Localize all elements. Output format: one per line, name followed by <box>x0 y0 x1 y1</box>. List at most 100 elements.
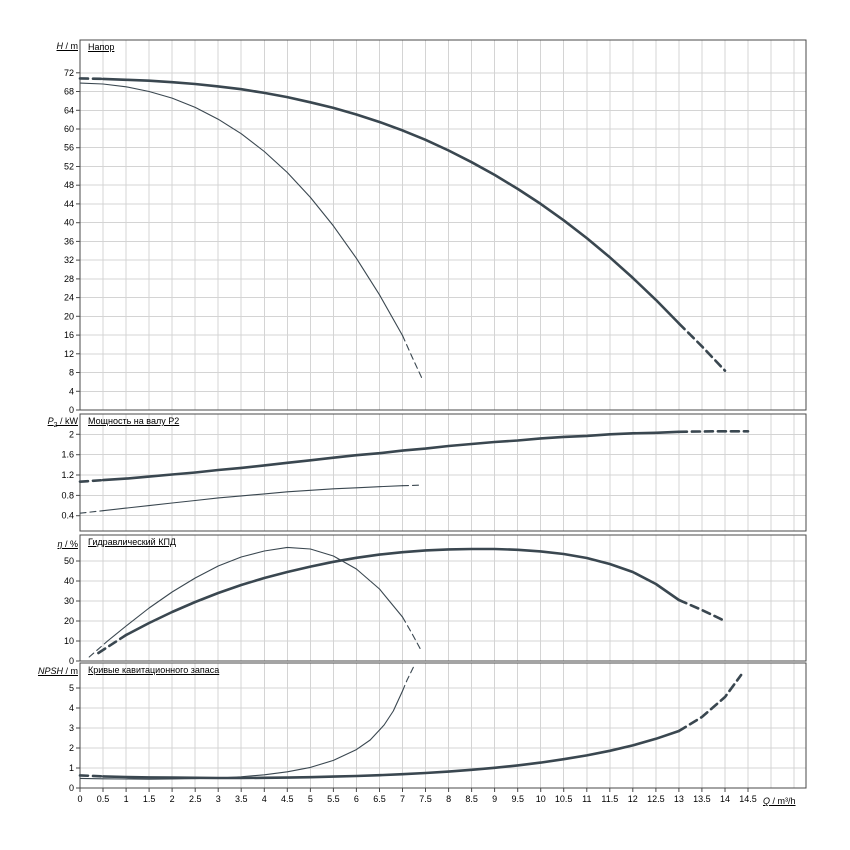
x-tick-label: 6 <box>354 794 359 804</box>
power-curve-main-dash-end <box>677 430 750 434</box>
y-tick-label: 10 <box>64 636 74 646</box>
efficiency-symbol: η <box>57 539 63 549</box>
head-curve-main-dash-start <box>78 77 105 81</box>
y-tick-label: 0.8 <box>61 490 74 500</box>
y-axis-unit-head: H / m <box>57 41 79 56</box>
y-tick-label: 0 <box>69 656 74 666</box>
x-tick-label: 11.5 <box>601 794 618 804</box>
efficiency-curve-main-dash-end <box>677 598 727 623</box>
y-axis-unit-efficiency: η / % <box>57 539 78 554</box>
x-tick-label: 12.5 <box>647 794 665 804</box>
y-tick-label: 3 <box>69 723 74 733</box>
y-tick-label: 16 <box>64 330 74 340</box>
x-tick-label: 10.5 <box>555 794 573 804</box>
power-curve-reduced-dash-start <box>79 510 104 514</box>
x-tick-label: 8 <box>446 794 451 804</box>
power-unit: / kW <box>57 416 78 426</box>
y-tick-label: 40 <box>64 576 74 586</box>
power-curve-reduced <box>102 485 404 512</box>
x-tick-label: 1 <box>124 794 129 804</box>
x-tick-label: 3.5 <box>235 794 248 804</box>
power-symbol: P <box>47 416 54 426</box>
x-tick-label: 1.5 <box>143 794 156 804</box>
efficiency-curve-reduced-dash-end <box>401 616 422 651</box>
npsh-curve-reduced-dash-end <box>401 665 415 692</box>
x-tick-label: 7.5 <box>419 794 432 804</box>
npsh-curve-main-dash-end <box>677 673 743 733</box>
y-tick-label: 4 <box>69 703 74 713</box>
head-curve-reduced <box>79 82 404 337</box>
y-tick-label: 2 <box>69 429 74 439</box>
y-tick-label: 2 <box>69 743 74 753</box>
x-tick-label: 2.5 <box>189 794 202 804</box>
y-tick-label: 48 <box>64 180 74 190</box>
head-unit: / m <box>63 41 79 51</box>
panel-title-npsh: Кривые кавитационного запаса <box>88 665 220 675</box>
y-tick-label: 4 <box>69 386 74 396</box>
npsh-curve-main <box>101 729 681 780</box>
head-curve-main-dash-end <box>677 322 727 372</box>
panel-frame-power <box>79 413 807 532</box>
efficiency-curve-main <box>124 547 681 637</box>
npsh-unit: / m <box>63 666 79 676</box>
x-tick-label: 11 <box>582 794 591 804</box>
x-axis-unit: Q / m³/h <box>763 796 796 806</box>
y-tick-label: 56 <box>64 143 74 153</box>
y-tick-label: 20 <box>64 311 74 321</box>
x-tick-label: 13 <box>674 794 684 804</box>
y-tick-label: 60 <box>64 124 74 134</box>
x-tick-label: 0.5 <box>97 794 110 804</box>
y-tick-label: 1.2 <box>61 470 74 480</box>
x-tick-label: 9 <box>492 794 497 804</box>
x-tick-label: 7 <box>400 794 405 804</box>
y-tick-label: 50 <box>64 556 74 566</box>
x-tick-label: 8.5 <box>465 794 478 804</box>
npsh-curve-main-dash-start <box>78 774 105 778</box>
x-tick-label: 5 <box>308 794 313 804</box>
efficiency-curve-reduced <box>107 546 404 642</box>
x-tick-label: 6.5 <box>373 794 386 804</box>
y-tick-label: 0 <box>69 783 74 793</box>
y-tick-label: 30 <box>64 596 74 606</box>
y-tick-label: 0.4 <box>61 511 74 521</box>
x-tick-label: 0 <box>77 794 82 804</box>
y-axis-unit-power: P2 / kW <box>48 416 78 431</box>
y-tick-label: 1 <box>69 763 74 773</box>
y-axis-unit-npsh: NPSH / m <box>38 666 78 681</box>
efficiency-unit: / % <box>62 539 78 549</box>
panel-frame-npsh <box>79 662 807 789</box>
y-tick-label: 64 <box>64 105 74 115</box>
panel-title-efficiency: Гидравлический КПД <box>88 537 177 547</box>
x-tick-label: 12 <box>628 794 638 804</box>
y-tick-label: 44 <box>64 199 74 209</box>
y-tick-label: 20 <box>64 616 74 626</box>
panel-frame-eff <box>79 534 807 662</box>
x-tick-label: 3 <box>216 794 221 804</box>
y-tick-label: 52 <box>64 162 74 172</box>
head-curve-reduced-dash-end <box>401 334 424 382</box>
panel-title-head: Напор <box>88 42 115 52</box>
x-tick-label: 14.5 <box>739 794 757 804</box>
npsh-curve-reduced <box>79 690 404 780</box>
efficiency-curve-reduced-dash-start <box>88 640 109 658</box>
x-tick-label: 4.5 <box>281 794 294 804</box>
power-curve-main-dash-start <box>78 478 105 483</box>
panel-title-power: Мощность на валу P2 <box>88 416 180 426</box>
x-tick-label: 5.5 <box>327 794 340 804</box>
y-tick-label: 28 <box>64 274 74 284</box>
flow-symbol: Q <box>763 796 771 806</box>
npsh-symbol: NPSH <box>37 666 63 676</box>
head-symbol: H <box>56 41 64 51</box>
power-symbol-sub: 2 <box>53 421 58 429</box>
x-tick-label: 9.5 <box>511 794 524 804</box>
panel-frame-head <box>79 39 807 411</box>
y-tick-label: 32 <box>64 255 74 265</box>
x-tick-label: 13.5 <box>693 794 711 804</box>
y-tick-label: 1.6 <box>61 450 74 460</box>
x-tick-label: 14 <box>720 794 730 804</box>
head-curve-main <box>101 77 681 325</box>
flow-unit: / m³/h <box>770 796 796 806</box>
efficiency-curve-main-dash-start <box>97 633 128 655</box>
y-tick-label: 0 <box>69 405 74 415</box>
